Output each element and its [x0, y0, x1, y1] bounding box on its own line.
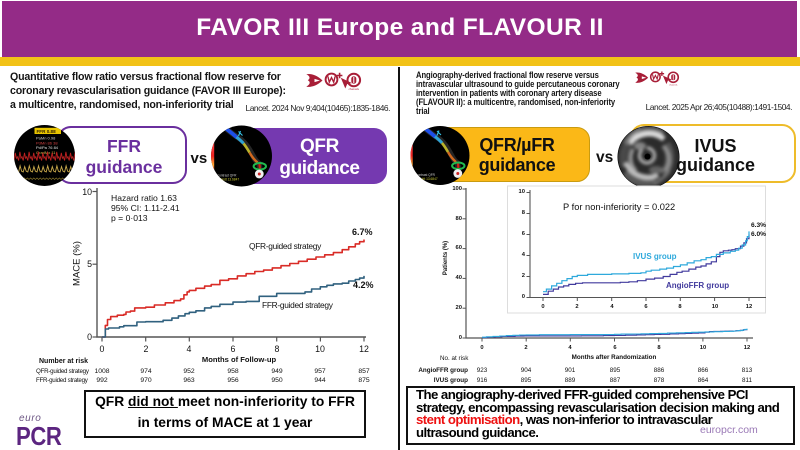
svg-text:dPa/dt 13.6847: dPa/dt 13.6847 [416, 177, 438, 181]
svg-text:PdMn 86 38: PdMn 86 38 [36, 140, 58, 145]
svg-text:Pd/Pa 76 84: Pd/Pa 76 84 [36, 145, 59, 150]
svg-text:PaMn 0.98: PaMn 0.98 [36, 136, 56, 141]
svg-text:FFR 0.88: FFR 0.88 [37, 129, 57, 134]
svg-text:GradMx 11: GradMx 11 [36, 150, 56, 155]
svg-text:contrast QFR: contrast QFR [218, 174, 238, 178]
svg-text:dPa/dt 13.6847: dPa/dt 13.6847 [218, 178, 240, 182]
svg-text:contrast QFR: contrast QFR [416, 173, 436, 177]
